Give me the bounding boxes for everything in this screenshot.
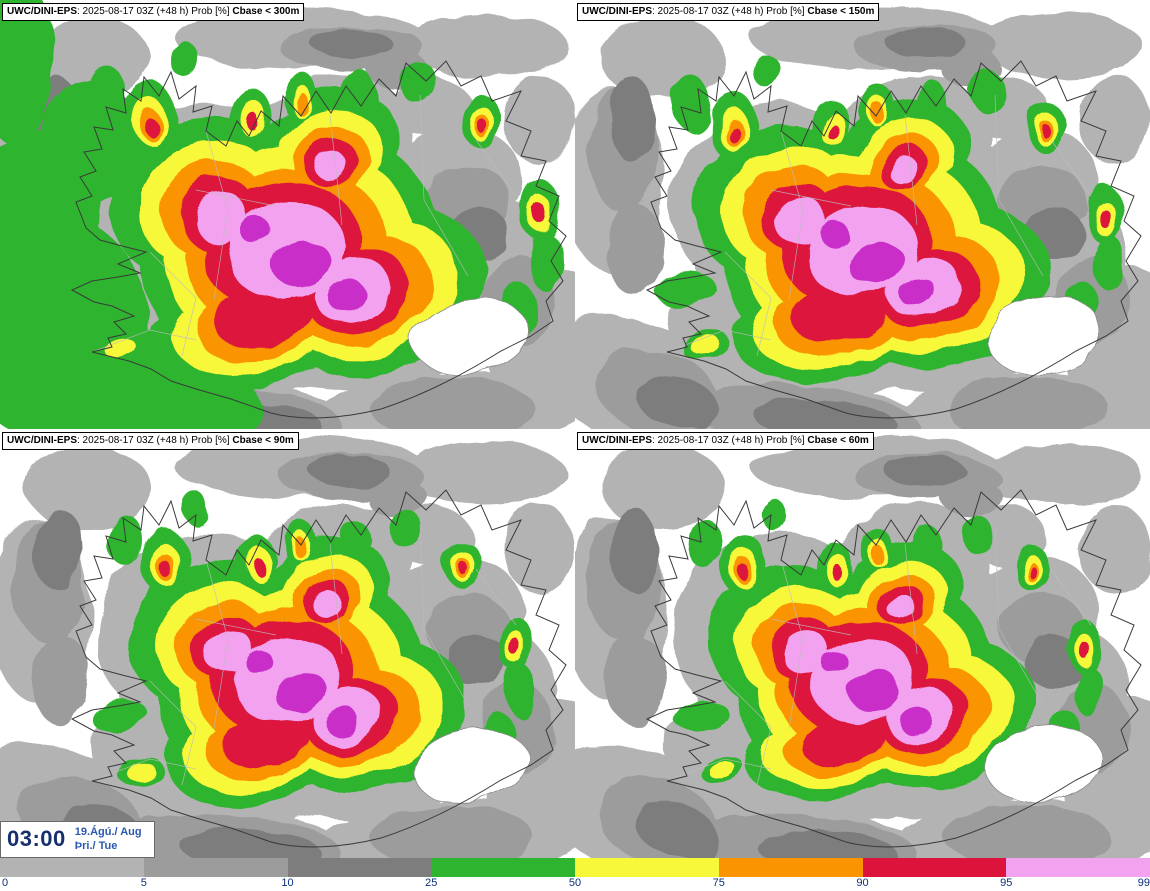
legend-tick-label: 50 xyxy=(568,877,582,889)
legend-labels: 0 5 10 25 50 75 90 95 99 xyxy=(0,877,1150,891)
legend-tick-label: 90 xyxy=(856,877,869,889)
probability-legend: 0 5 10 25 50 75 90 95 99 xyxy=(0,858,1150,891)
threshold-label: Cbase < 90m xyxy=(232,435,294,446)
panel-title-60m: UWC/DINI-EPS: 2025-08-17 03Z (+48 h) Pro… xyxy=(577,432,874,450)
legend-tick-label: 75 xyxy=(712,877,725,889)
panel-grid: UWC/DINI-EPS: 2025-08-17 03Z (+48 h) Pro… xyxy=(0,0,1150,858)
threshold-label: Cbase < 150m xyxy=(807,6,875,17)
legend-segment xyxy=(718,858,863,877)
panel-title-150m: UWC/DINI-EPS: 2025-08-17 03Z (+48 h) Pro… xyxy=(577,3,880,21)
model-name: UWC/DINI-EPS xyxy=(582,435,652,446)
panel-cbase-300m: UWC/DINI-EPS: 2025-08-17 03Z (+48 h) Pro… xyxy=(0,0,575,429)
valid-date: 19.Ágú./ Aug Þri./ Tue xyxy=(75,825,142,853)
legend-segment xyxy=(287,858,432,877)
legend-tick-label: 95 xyxy=(1000,877,1013,889)
threshold-label: Cbase < 60m xyxy=(807,435,869,446)
iceland-probability-map-90m xyxy=(0,429,575,858)
legend-tick-label: 0 xyxy=(2,877,9,889)
legend-tick-label: 5 xyxy=(140,877,147,889)
model-name: UWC/DINI-EPS xyxy=(7,435,77,446)
run-info: : 2025-08-17 03Z (+48 h) Prob [%] xyxy=(652,6,808,17)
valid-date-primary: 19.Ágú./ Aug xyxy=(74,826,142,838)
valid-date-secondary: Þri./ Tue xyxy=(74,840,118,852)
run-info: : 2025-08-17 03Z (+48 h) Prob [%] xyxy=(652,435,808,446)
panel-cbase-150m: UWC/DINI-EPS: 2025-08-17 03Z (+48 h) Pro… xyxy=(575,0,1150,429)
model-name: UWC/DINI-EPS xyxy=(582,6,652,17)
legend-tick-label: 25 xyxy=(425,877,438,889)
panel-cbase-60m: UWC/DINI-EPS: 2025-08-17 03Z (+48 h) Pro… xyxy=(575,429,1150,858)
iceland-probability-map-150m xyxy=(575,0,1150,429)
panel-title-300m: UWC/DINI-EPS: 2025-08-17 03Z (+48 h) Pro… xyxy=(2,3,305,21)
panel-title-90m: UWC/DINI-EPS: 2025-08-17 03Z (+48 h) Pro… xyxy=(2,432,299,450)
legend-tick-label: 99 xyxy=(1137,877,1150,889)
iceland-probability-map-60m xyxy=(575,429,1150,858)
legend-segment xyxy=(143,858,288,877)
valid-time-box: 03:00 19.Ágú./ Aug Þri./ Tue xyxy=(0,821,155,858)
legend-segment xyxy=(0,858,144,877)
model-name: UWC/DINI-EPS xyxy=(7,6,77,17)
legend-segment xyxy=(575,858,719,877)
run-info: : 2025-08-17 03Z (+48 h) Prob [%] xyxy=(77,435,233,446)
run-info: : 2025-08-17 03Z (+48 h) Prob [%] xyxy=(77,6,233,17)
legend-segment xyxy=(862,858,1007,877)
valid-time: 03:00 xyxy=(7,826,66,851)
legend-color-bar xyxy=(0,858,1150,877)
legend-tick-label: 10 xyxy=(281,877,294,889)
legend-segment xyxy=(1006,858,1150,877)
threshold-label: Cbase < 300m xyxy=(232,6,300,17)
legend-segment xyxy=(431,858,575,877)
iceland-probability-map-300m xyxy=(0,0,575,429)
panel-cbase-90m: UWC/DINI-EPS: 2025-08-17 03Z (+48 h) Pro… xyxy=(0,429,575,858)
